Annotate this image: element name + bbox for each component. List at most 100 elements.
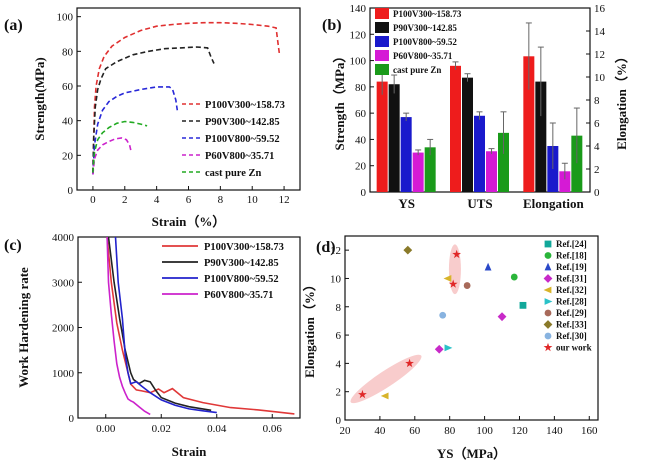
x-tick-label: 100 <box>476 425 493 437</box>
legend-label: P100V800~59.52 <box>204 274 279 285</box>
legend-swatch <box>375 8 389 19</box>
series-line-1 <box>106 237 295 415</box>
legend-label: Ref.[24] <box>556 239 587 249</box>
data-point <box>484 262 492 271</box>
legend-label: P60V800~35.71 <box>204 290 273 301</box>
bar <box>498 132 509 192</box>
y-tick-label: 0 <box>69 413 75 425</box>
legend-marker <box>544 262 552 271</box>
y-tick-label: 140 <box>350 3 367 15</box>
x-tick-label: 4 <box>154 194 160 206</box>
legend-swatch <box>375 50 389 61</box>
x-tick-label: 6 <box>186 194 192 206</box>
data-point <box>439 311 447 319</box>
legend-label: our work <box>556 343 592 353</box>
legend-label: P100V300~158.73 <box>393 9 462 19</box>
plot-frame-d <box>344 235 599 421</box>
series-line-3 <box>114 237 217 414</box>
data-point <box>444 344 453 352</box>
x-tick-label: 40 <box>374 425 386 437</box>
data-point <box>403 245 413 255</box>
legend-label: P100V800~59.52 <box>393 37 457 47</box>
y-tick-label: 80 <box>62 46 74 58</box>
x-tick-label: 0.02 <box>152 423 171 435</box>
legend-label: P90V300~142.85 <box>204 258 279 269</box>
data-point <box>405 358 414 368</box>
legend-marker <box>543 320 553 329</box>
bar <box>400 117 412 192</box>
y-tick-label: 20 <box>62 150 74 162</box>
category-label: YS <box>398 196 415 211</box>
data-point <box>443 275 452 282</box>
y-right-tick-label: 16 <box>594 3 606 15</box>
legend-swatch <box>375 36 389 47</box>
legend-label: P60V800~35.71 <box>205 151 274 162</box>
legend-label: cast pure Zn <box>393 65 441 75</box>
x-tick-label: 2 <box>122 194 128 206</box>
bar <box>424 147 436 192</box>
data-point <box>434 344 444 354</box>
y-tick-label: 6 <box>336 330 342 342</box>
legend-marker <box>543 342 553 352</box>
panel-label: (d) <box>316 239 336 256</box>
legend-marker <box>544 309 552 317</box>
data-point <box>452 249 461 259</box>
data-point <box>463 282 471 289</box>
data-point <box>519 301 527 309</box>
x-tick-label: 120 <box>511 425 528 437</box>
bar <box>571 135 583 192</box>
panel-label: (c) <box>4 237 22 254</box>
y-right-tick-label: 6 <box>594 118 600 130</box>
x-tick-label: 20 <box>340 425 352 437</box>
legend-label: P90V300~142.85 <box>393 23 457 33</box>
panel-label: (a) <box>4 17 23 34</box>
y-tick-label: 2000 <box>52 323 75 335</box>
y-axis-label: Strength(MPa) <box>32 57 47 141</box>
y-tick-label: 0 <box>68 185 74 197</box>
y-tick-label: 0 <box>361 187 367 199</box>
y-tick-label: 40 <box>355 134 367 146</box>
y-tick-label: 10 <box>330 273 342 285</box>
x-axis-label: Strain <box>172 444 207 459</box>
x-tick-label: 0.00 <box>96 423 116 435</box>
y-axis-label: Elongation（%） <box>302 278 317 378</box>
x-tick-label: 10 <box>247 194 259 206</box>
data-point <box>358 389 367 399</box>
panel-a: 0 2 4 6 8 10 12 0 20 40 60 80 100 P100V300~158.73 P90V… <box>4 7 301 229</box>
legend-label: P90V300~142.85 <box>205 117 280 128</box>
series-line-2 <box>107 237 212 412</box>
data-point <box>380 392 389 400</box>
x-tick-label: 8 <box>218 194 224 206</box>
x-tick-label: 0.04 <box>207 423 227 435</box>
highlight-ellipse <box>350 354 422 404</box>
panel-label: (b) <box>322 17 342 34</box>
bar <box>486 151 497 192</box>
bar <box>376 81 388 192</box>
y-axis-label: Work Hardening rate <box>16 267 31 388</box>
legend-marker <box>543 286 552 294</box>
y-right-tick-label: 8 <box>594 95 600 107</box>
data-point <box>510 273 518 281</box>
y-tick-label: 120 <box>350 29 367 41</box>
panel-d: 20 40 60 80 100 120 140 160 0 2 4 6 8 10 12 Ref.[24] Ref… <box>302 235 599 461</box>
data-point <box>448 279 458 288</box>
y-tick-label: 100 <box>57 12 74 24</box>
legend-label: Ref.[28] <box>556 297 587 307</box>
y-tick-label: 12 <box>330 245 341 257</box>
y-tick-label: 4000 <box>52 232 75 244</box>
x-tick-label: 160 <box>581 425 598 437</box>
y-tick-label: 20 <box>355 161 367 173</box>
series-line-4 <box>92 137 132 175</box>
bar <box>388 84 400 192</box>
y-tick-label: 4 <box>336 358 342 370</box>
legend-swatch <box>375 22 389 33</box>
legend-marker <box>543 274 553 283</box>
legend-label: Ref.[29] <box>556 308 587 318</box>
legend-marker <box>544 252 552 259</box>
bar <box>559 171 571 192</box>
y-tick-label: 0 <box>336 415 342 427</box>
x-tick-label: 0 <box>90 194 96 206</box>
legend-label: P100V800~59.52 <box>205 134 280 145</box>
y-tick-label: 1000 <box>52 368 75 380</box>
y-tick-label: 2 <box>336 387 342 399</box>
